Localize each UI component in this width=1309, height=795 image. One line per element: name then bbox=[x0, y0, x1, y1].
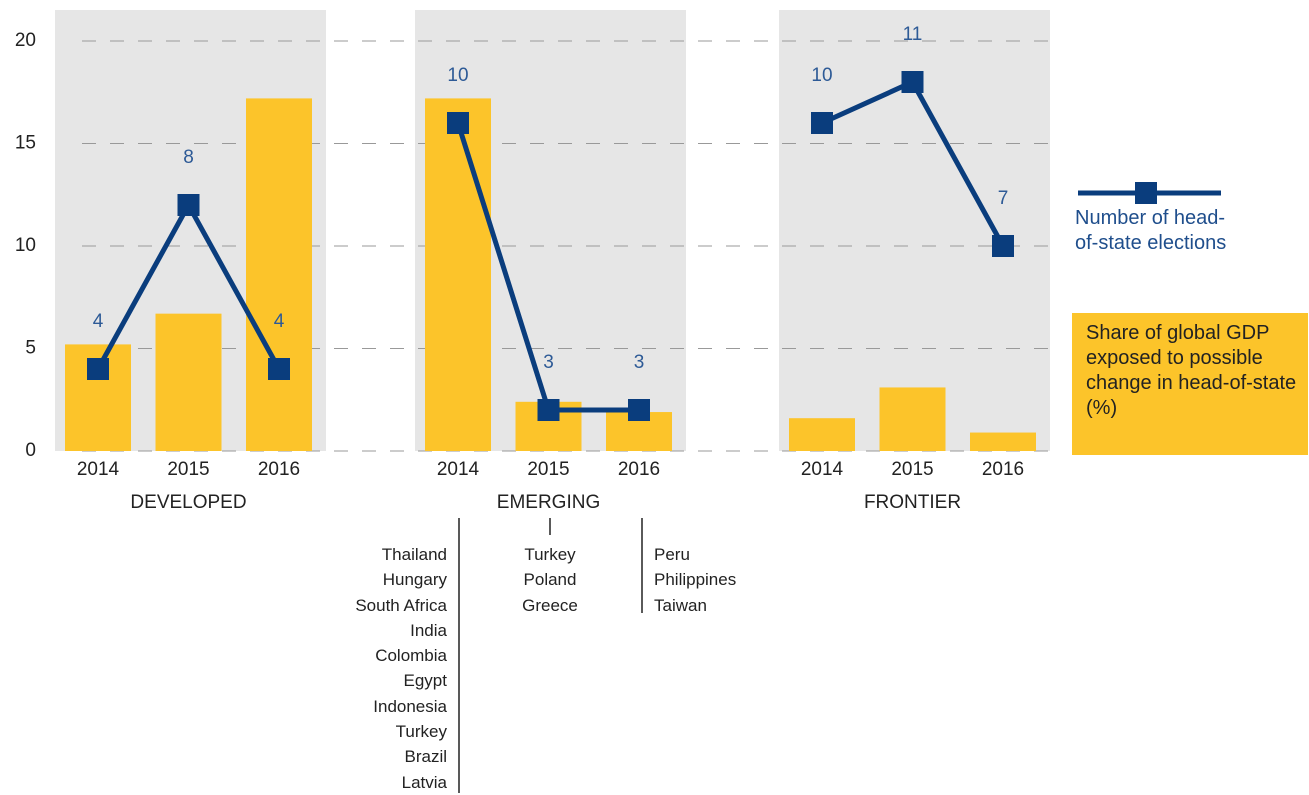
line-marker bbox=[628, 399, 650, 421]
country-list: Thailand Hungary South Africa India Colombia… bbox=[355, 542, 447, 795]
bar bbox=[155, 313, 222, 451]
line-marker bbox=[87, 358, 109, 380]
line-marker bbox=[537, 399, 560, 421]
x-tick-label: 2015 bbox=[527, 459, 569, 480]
country-list: Turkey Poland Greece bbox=[490, 542, 610, 618]
bar bbox=[970, 432, 1036, 451]
y-tick-label: 5 bbox=[25, 338, 36, 359]
country: Turkey bbox=[524, 545, 576, 564]
bar bbox=[789, 418, 855, 451]
country: Latvia bbox=[401, 772, 447, 792]
data-label: 11 bbox=[903, 24, 923, 45]
x-tick-label: 2016 bbox=[982, 459, 1024, 480]
country: Indonesia bbox=[373, 696, 447, 716]
line-marker bbox=[177, 194, 200, 216]
line-marker bbox=[268, 358, 290, 380]
x-tick-label: 2015 bbox=[167, 459, 209, 480]
country: Taiwan bbox=[654, 595, 707, 615]
country: Brazil bbox=[404, 747, 447, 767]
x-tick-label: 2015 bbox=[891, 459, 933, 480]
backgrounds bbox=[55, 10, 1050, 451]
country: Philippines bbox=[654, 570, 737, 590]
line-marker bbox=[901, 71, 924, 93]
data-label: 10 bbox=[811, 65, 832, 86]
y-tick-label: 10 bbox=[15, 235, 36, 256]
country-list: Peru Philippines Taiwan bbox=[654, 542, 736, 618]
data-label: 10 bbox=[447, 65, 468, 86]
legend-line: Number of head-of-state elections bbox=[1075, 207, 1227, 254]
data-label: 8 bbox=[183, 147, 194, 168]
legend-marker-symbol bbox=[1135, 182, 1157, 204]
country: Hungary bbox=[382, 570, 447, 590]
y-tick-label: 20 bbox=[15, 30, 36, 51]
line-marker bbox=[992, 235, 1014, 257]
x-tick-label: 2014 bbox=[77, 459, 120, 480]
y-tick-label: 15 bbox=[15, 133, 36, 154]
x-tick-label: 2016 bbox=[618, 459, 660, 480]
line-marker bbox=[447, 112, 469, 134]
x-tick-label: 2014 bbox=[801, 459, 844, 480]
data-label: 4 bbox=[274, 311, 285, 332]
group-label: FRONTIER bbox=[864, 492, 961, 513]
group-label: EMERGING bbox=[497, 492, 600, 513]
country: Egypt bbox=[403, 671, 447, 691]
line-marker bbox=[811, 112, 833, 134]
country: Colombia bbox=[375, 646, 447, 666]
country: Thailand bbox=[381, 545, 447, 564]
country: Poland bbox=[523, 570, 577, 590]
country: Greece bbox=[522, 595, 578, 615]
data-label: 3 bbox=[634, 352, 645, 373]
country: South Africa bbox=[355, 595, 447, 615]
bar bbox=[879, 387, 946, 451]
data-label: 7 bbox=[998, 188, 1009, 209]
x-tick-label: 2016 bbox=[258, 459, 300, 480]
data-label: 3 bbox=[543, 352, 554, 373]
group-label: DEVELOPED bbox=[130, 492, 246, 513]
bar bbox=[425, 98, 491, 452]
x-tick-label: 2014 bbox=[437, 459, 480, 480]
data-label: 4 bbox=[93, 311, 104, 332]
country: India bbox=[410, 620, 447, 640]
bar bbox=[246, 98, 312, 452]
y-tick-label: 0 bbox=[25, 440, 36, 461]
country: Turkey bbox=[395, 722, 447, 742]
country: Peru bbox=[654, 545, 690, 564]
legend-bar: Share of global GDP exposed to possible … bbox=[1072, 313, 1308, 455]
